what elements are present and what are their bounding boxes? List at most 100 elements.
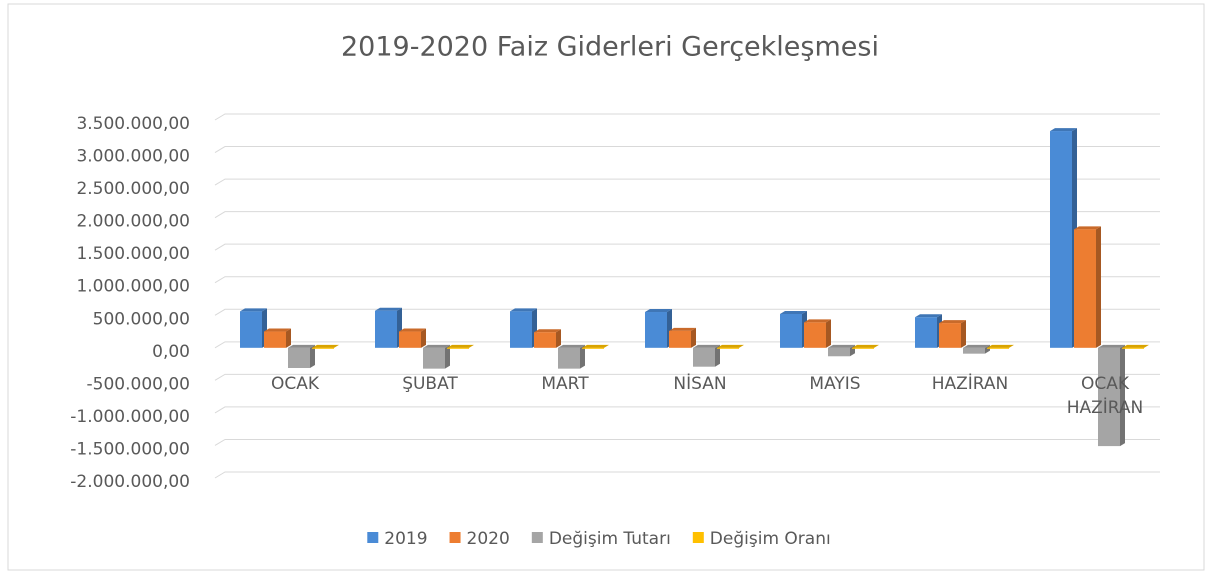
bar xyxy=(717,344,744,349)
bar-front xyxy=(780,313,802,348)
bar-top xyxy=(264,328,291,332)
bar-side xyxy=(421,328,426,348)
chart-title: 2019-2020 Faiz Giderleri Gerçekleşmesi xyxy=(341,32,879,63)
legend-swatch xyxy=(449,532,461,543)
bar-top xyxy=(375,307,402,311)
y-tick-label: -1.500.000,00 xyxy=(70,439,190,459)
bar-top xyxy=(717,344,744,348)
grid-line xyxy=(214,406,1160,414)
grid-line xyxy=(214,178,1160,186)
bar-top xyxy=(645,309,672,313)
x-tick-label-box: ŞUBAT xyxy=(402,373,458,394)
bar-top xyxy=(510,308,537,312)
bar xyxy=(915,314,942,348)
bar-front xyxy=(264,331,286,348)
x-tick-label: HAZİRAN xyxy=(931,373,1009,394)
bar-top xyxy=(1074,226,1101,230)
bar-front xyxy=(915,317,937,348)
bar xyxy=(399,328,426,348)
bar xyxy=(780,310,807,348)
bar-side xyxy=(556,329,561,348)
y-tick-label: 0,00 xyxy=(152,342,190,362)
bar-side xyxy=(826,319,831,348)
y-tick-label: -1.000.000,00 xyxy=(70,407,190,427)
bar-front xyxy=(582,347,604,349)
grid-line xyxy=(214,113,1160,121)
chart-border xyxy=(7,3,1205,571)
bar-front xyxy=(852,347,874,349)
bar-front xyxy=(510,311,532,348)
grid-line xyxy=(214,276,1160,284)
x-tick-label: MAYIS xyxy=(809,373,861,394)
bar-top xyxy=(852,344,879,348)
bar xyxy=(264,328,291,348)
bar-front xyxy=(423,347,445,369)
bar xyxy=(510,308,537,348)
legend-label: 2019 xyxy=(384,529,427,549)
bar-front xyxy=(399,331,421,348)
x-tick-label: OCAK HAZİRAN xyxy=(1066,373,1144,418)
bar xyxy=(1122,344,1149,349)
bar-front xyxy=(288,347,310,368)
bar-top xyxy=(1122,344,1149,348)
bar-front xyxy=(669,330,691,348)
bar-front xyxy=(534,332,556,348)
bar-front xyxy=(828,347,850,357)
bar xyxy=(312,344,339,349)
bar-side xyxy=(286,328,291,348)
legend-swatch xyxy=(692,532,704,543)
bar-front xyxy=(963,347,985,354)
bar-top xyxy=(915,314,942,318)
y-tick-label: 3.500.000,00 xyxy=(76,114,190,134)
bar-top xyxy=(828,344,855,348)
legend-label: Değişim Tutarı xyxy=(549,529,671,549)
bar xyxy=(1098,344,1125,447)
bar xyxy=(939,320,966,348)
bar xyxy=(558,344,585,369)
bar xyxy=(240,308,267,348)
bar-front xyxy=(693,347,715,367)
bar-front xyxy=(939,323,961,348)
bar-front xyxy=(987,347,1009,349)
bar-top xyxy=(534,329,561,333)
y-tick-label: 2.000.000,00 xyxy=(76,212,190,232)
x-tick-label-box: NİSAN xyxy=(673,374,726,394)
grid-line xyxy=(214,243,1160,251)
bar xyxy=(534,329,561,348)
bar xyxy=(1050,128,1077,348)
bar-front xyxy=(558,347,580,369)
legend-swatch xyxy=(531,532,543,543)
x-tick-label: MART xyxy=(541,373,589,394)
bar-front xyxy=(375,310,397,348)
bar-side xyxy=(310,344,315,368)
bar xyxy=(828,344,855,357)
grid-line xyxy=(214,373,1160,381)
bar xyxy=(1074,226,1101,348)
y-tick-label: 500.000,00 xyxy=(93,309,190,329)
grid-line xyxy=(214,341,1160,349)
bar xyxy=(645,309,672,348)
y-tick-label: -2.000.000,00 xyxy=(70,472,190,492)
bar-top xyxy=(582,344,609,348)
y-tick-label: 2.500.000,00 xyxy=(76,179,190,199)
bar-top xyxy=(804,319,831,323)
bar-top xyxy=(240,308,267,312)
bar xyxy=(288,344,315,368)
bar-front xyxy=(645,312,667,348)
bar-top xyxy=(780,310,807,314)
x-tick-label-box: MART xyxy=(541,373,589,394)
bar-top xyxy=(963,344,990,348)
bar-top xyxy=(423,344,450,348)
bar-front xyxy=(717,347,739,349)
bar-front xyxy=(240,311,262,348)
bar xyxy=(804,319,831,348)
x-tick-label-box: OCAK HAZİRAN xyxy=(1066,373,1144,418)
bar-top xyxy=(312,344,339,348)
bar-top xyxy=(399,328,426,332)
x-tick-label: ŞUBAT xyxy=(402,373,458,394)
bar-top xyxy=(669,327,696,331)
legend-label: 2020 xyxy=(467,529,510,549)
bar xyxy=(423,344,450,369)
y-tick-label: 1.000.000,00 xyxy=(76,277,190,297)
